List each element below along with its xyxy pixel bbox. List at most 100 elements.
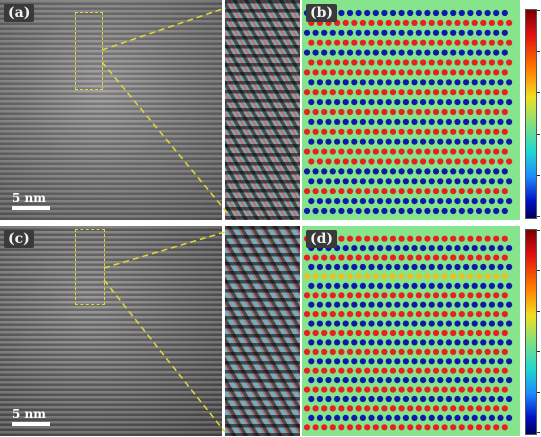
map-dot <box>415 207 422 215</box>
map-dot <box>338 9 345 17</box>
colorbar-tick <box>537 174 540 176</box>
map-dot <box>471 39 478 46</box>
colorbar-b-frame <box>525 9 537 219</box>
map-dot <box>415 311 422 318</box>
map-dot <box>308 282 315 289</box>
map-dot <box>346 348 354 355</box>
map-dot <box>411 395 418 403</box>
map-dot <box>501 69 508 76</box>
map-dot <box>493 89 500 96</box>
map-dot <box>432 235 440 242</box>
map-dot <box>454 39 461 46</box>
map-dot <box>346 128 354 135</box>
map-dot <box>493 292 500 299</box>
map-dot <box>484 148 491 155</box>
map-dot <box>471 178 478 185</box>
map-dot <box>312 254 319 261</box>
map-dot <box>372 188 379 195</box>
map-dot <box>303 348 311 355</box>
map-dot <box>346 69 354 76</box>
map-dot <box>463 178 470 185</box>
map-dot <box>325 158 332 165</box>
map-dot <box>420 79 427 86</box>
map-dot <box>308 320 315 327</box>
map-dot <box>471 395 478 403</box>
map-dot <box>303 207 311 215</box>
map-dot <box>355 207 362 215</box>
map-dot <box>303 329 311 337</box>
map-dot <box>458 89 465 96</box>
map-dot <box>497 198 504 205</box>
map-dot <box>484 69 491 76</box>
map-dot <box>497 39 504 46</box>
map-dot <box>467 49 474 56</box>
map-dot <box>450 405 457 412</box>
map-dot <box>351 138 358 145</box>
map-dot <box>364 168 371 175</box>
map-dot <box>338 348 345 355</box>
map-dot <box>334 395 341 403</box>
map-dot <box>312 128 319 135</box>
map-dot <box>463 282 470 289</box>
map-dot <box>308 377 315 384</box>
map-dot <box>480 320 487 327</box>
map-dot <box>364 273 371 280</box>
map-dot <box>407 108 414 116</box>
map-dot <box>463 245 470 252</box>
map-dot <box>484 311 491 318</box>
map-dot <box>355 128 362 135</box>
map-dot <box>381 311 388 318</box>
map-dot <box>316 79 323 86</box>
map-dot <box>497 263 504 271</box>
map-dot <box>372 89 379 96</box>
map-dot <box>493 273 500 280</box>
map-dot <box>454 138 461 145</box>
map-dot <box>394 395 401 403</box>
map-dot <box>415 424 422 431</box>
map-dot <box>321 424 328 431</box>
map-dot <box>420 339 427 346</box>
map-dot <box>402 320 409 327</box>
map-dot <box>303 273 311 280</box>
map-dot <box>334 282 341 289</box>
map-dot <box>493 329 500 337</box>
map-dot <box>480 158 487 165</box>
map-dot <box>458 386 465 393</box>
map-dot <box>351 377 358 384</box>
map-dot <box>355 235 362 242</box>
map-dot <box>432 29 440 36</box>
map-dot <box>355 405 362 412</box>
map-dot <box>402 59 409 66</box>
map-dot <box>316 395 323 403</box>
map-dot <box>346 9 354 17</box>
map-dot <box>484 405 491 412</box>
map-dot <box>458 367 465 374</box>
map-dot <box>437 263 444 271</box>
map-dot <box>321 367 328 374</box>
map-dot <box>368 198 375 205</box>
map-dot <box>493 108 500 116</box>
map-dot <box>424 69 431 76</box>
map-dot <box>471 320 478 327</box>
panel-a-scale-bar: 5 nm <box>12 191 50 210</box>
map-dot <box>471 414 478 421</box>
map-dot <box>450 69 457 76</box>
map-dot <box>450 292 457 299</box>
map-dot <box>484 207 491 215</box>
map-dot <box>325 118 332 125</box>
map-dot <box>321 69 328 76</box>
map-dot <box>450 207 457 215</box>
map-dot <box>424 254 431 261</box>
map-dot <box>389 329 397 337</box>
map-dot <box>475 69 483 76</box>
map-dot <box>437 282 444 289</box>
map-dot <box>312 386 319 393</box>
map-dot <box>394 39 401 46</box>
map-dot <box>445 414 452 421</box>
map-dot <box>441 235 448 242</box>
map-dot <box>415 329 422 337</box>
map-dot <box>351 358 358 365</box>
map-dot <box>372 148 379 155</box>
map-dot <box>424 273 431 280</box>
map-dot <box>415 386 422 393</box>
